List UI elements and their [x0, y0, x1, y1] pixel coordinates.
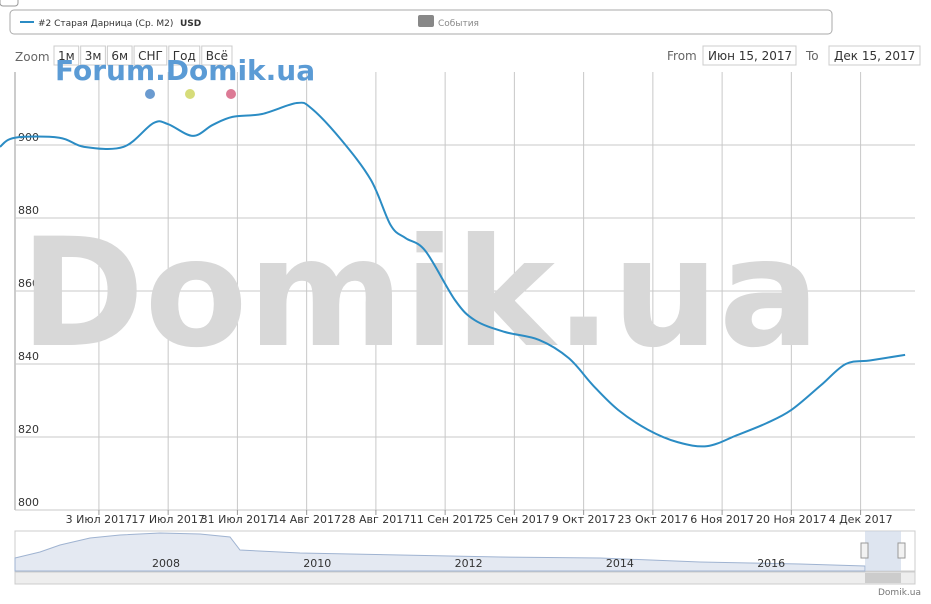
dot — [185, 89, 195, 99]
range-button-label[interactable]: 3м — [85, 49, 102, 63]
dot — [226, 89, 236, 99]
zoom-label: Zoom — [15, 50, 50, 64]
x-tick-label: 23 Окт 2017 — [618, 513, 689, 526]
series-line — [0, 101, 906, 448]
navigator-handle[interactable] — [860, 542, 869, 559]
range-button-label[interactable]: 1м — [58, 49, 75, 63]
watermark: Domik.ua — [20, 207, 820, 381]
x-tick-label: 14 Авг 2017 — [272, 513, 341, 526]
dot — [145, 89, 155, 99]
legend-unit: USD — [180, 19, 201, 29]
corner-handle — [0, 0, 19, 7]
navigator-label: 2010 — [303, 557, 331, 570]
x-tick-label: 20 Ноя 2017 — [756, 513, 827, 526]
x-tick-label: 28 Авг 2017 — [342, 513, 411, 526]
x-tick-label: 17 Июл 2017 — [131, 513, 205, 526]
y-tick-label: 840 — [18, 350, 39, 363]
to-value[interactable]: Дек 15, 2017 — [834, 49, 915, 63]
range-button-label[interactable]: Год — [173, 49, 196, 63]
scrollbar[interactable] — [14, 571, 916, 585]
navigator-label: 2008 — [152, 557, 180, 570]
forum-watermark: Forum.Domik.ua — [55, 54, 315, 87]
y-tick-label: 860 — [18, 277, 39, 290]
from-label: From — [667, 49, 697, 63]
navigator-handle[interactable] — [897, 542, 906, 559]
x-tick-label: 25 Сен 2017 — [479, 513, 550, 526]
range-button[interactable] — [80, 45, 106, 66]
x-tick-label: 31 Июл 2017 — [201, 513, 275, 526]
credit[interactable]: Domik.ua — [878, 588, 921, 598]
range-button[interactable] — [168, 45, 201, 66]
navigator-label: 2014 — [606, 557, 634, 570]
x-tick-label: 9 Окт 2017 — [552, 513, 616, 526]
y-tick-label: 820 — [18, 423, 39, 436]
navigator-selection[interactable] — [865, 531, 901, 571]
range-button-label[interactable]: Всё — [206, 49, 228, 63]
range-button[interactable] — [133, 45, 168, 66]
x-tick-label: 3 Июл 2017 — [66, 513, 133, 526]
x-tick-label: 4 Дек 2017 — [829, 513, 893, 526]
navigator-label: 2016 — [757, 557, 785, 570]
range-button-label[interactable]: СНГ — [138, 49, 163, 63]
range-button[interactable] — [53, 45, 80, 66]
x-tick-label: 6 Ноя 2017 — [690, 513, 754, 526]
y-tick-label: 800 — [18, 496, 39, 509]
range-button[interactable] — [106, 45, 133, 66]
navigator-label: 2012 — [455, 557, 483, 570]
from-input[interactable] — [702, 45, 797, 66]
x-tick-label: 11 Сен 2017 — [410, 513, 481, 526]
legend-events[interactable]: События — [438, 19, 479, 29]
to-input[interactable] — [828, 45, 921, 66]
y-tick-label: 880 — [18, 204, 39, 217]
range-button[interactable] — [201, 45, 233, 66]
scrollbar-thumb[interactable] — [865, 573, 901, 583]
legend-series[interactable]: #2 Старая Дарница (Ср. М2) — [38, 19, 173, 29]
from-value[interactable]: Июн 15, 2017 — [708, 49, 792, 63]
events-swatch — [418, 15, 434, 27]
to-label: To — [805, 49, 819, 63]
range-button-label[interactable]: 6м — [111, 49, 128, 63]
